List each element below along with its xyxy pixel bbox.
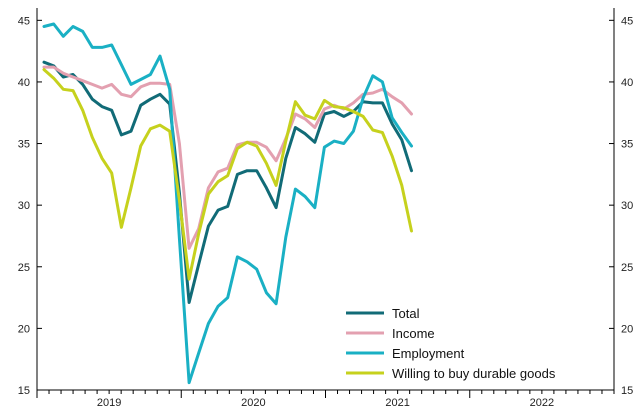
x-tick-label: 2019	[97, 397, 121, 407]
y-tick-label-right: 25	[621, 262, 633, 274]
y-tick-label-left: 15	[18, 385, 30, 397]
y-tick-label-right: 20	[621, 323, 633, 335]
series-line-income	[42, 65, 413, 250]
x-tick-label: 2022	[530, 397, 554, 407]
y-tick-label-left: 25	[18, 262, 30, 274]
x-tick-label: 2020	[241, 397, 265, 407]
legend: Total Income Employment Willing to buy dura…	[346, 306, 556, 381]
y-tick-label-right: 35	[621, 139, 633, 151]
legend-label: Willing to buy durable goods	[392, 366, 556, 381]
series-line-employment	[42, 22, 413, 385]
series-line-willing-to-buy-durable-goods	[42, 68, 413, 281]
y-tick-label-right: 45	[621, 15, 633, 27]
x-tick-label: 2021	[385, 397, 409, 407]
series-line-total	[42, 60, 413, 304]
y-tick-label-left: 45	[18, 15, 30, 27]
y-tick-label-right: 40	[621, 77, 633, 89]
legend-label: Income	[392, 326, 435, 341]
y-tick-label-left: 20	[18, 323, 30, 335]
legend-label: Employment	[392, 346, 465, 361]
y-tick-label-left: 35	[18, 139, 30, 151]
y-tick-label-right: 15	[621, 385, 633, 397]
series-layer	[42, 22, 413, 385]
y-tick-label-left: 30	[18, 200, 30, 212]
y-tick-label-left: 40	[18, 77, 30, 89]
legend-label: Total	[392, 306, 420, 321]
y-tick-label-right: 30	[621, 200, 633, 212]
